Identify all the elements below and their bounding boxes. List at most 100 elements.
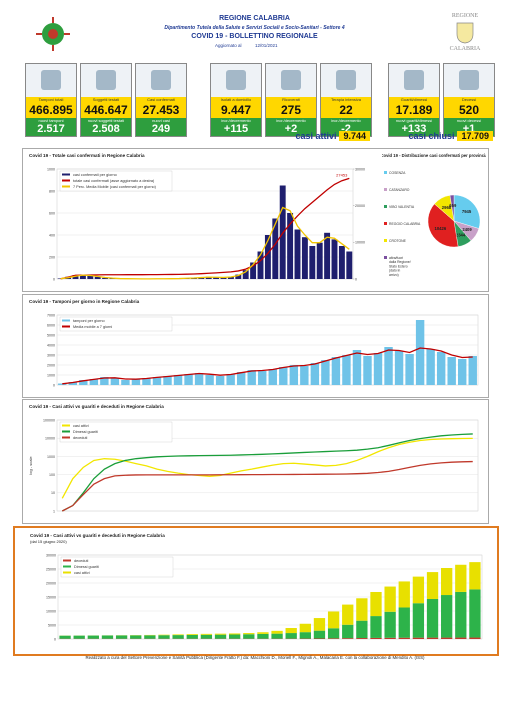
bar: [294, 229, 301, 279]
legend-swatch: [62, 424, 70, 427]
stacked-bar: [172, 634, 184, 636]
bar: [247, 370, 256, 385]
legend-swatch: [63, 565, 71, 568]
y-tick-label: 0: [54, 637, 56, 641]
pie-legend-label: altra/fuori dalla Regione/Stato Estero (da…: [389, 256, 411, 277]
y2-tick-label: 10000: [355, 241, 365, 245]
stacked-bar: [229, 633, 241, 635]
pie-slice: [427, 203, 459, 248]
updated-date: 12/01/2021: [255, 43, 278, 48]
stat-sub-value: +133: [389, 123, 439, 136]
bar: [58, 383, 67, 385]
stacked-bar: [469, 589, 481, 638]
stacked-bar: [200, 634, 213, 639]
pie-value-label: 2409: [462, 227, 472, 232]
bar: [324, 232, 331, 279]
stacked-bar: [257, 632, 269, 634]
stacked-bar: [469, 637, 481, 639]
bar: [384, 347, 393, 385]
legend-swatch: [62, 185, 70, 188]
bar: [363, 356, 372, 385]
y-tick-label: 10000: [45, 437, 55, 441]
updated-label: Aggiornato al: [215, 43, 242, 48]
stacked-bar: [186, 634, 198, 635]
y-tick-label: 10000: [46, 609, 56, 613]
legend-swatch: [62, 436, 70, 439]
stat-icon: [26, 64, 76, 97]
stacked-bar: [370, 591, 382, 617]
y-tick-label: 0: [53, 277, 55, 281]
chart-stacked: Covid 19 - Casi attivi vs guariti e dece…: [30, 533, 483, 641]
stat-label: Isolati a domicilio: [211, 97, 261, 103]
bar: [346, 251, 353, 279]
bar: [242, 270, 249, 279]
stat-box: Tamponi totali 466.895 nuovi tamponi 2.517: [25, 63, 77, 137]
legend-label: casi attivi: [74, 571, 90, 575]
legend-swatch: [63, 571, 71, 574]
y-tick-label: 3000: [47, 353, 55, 357]
bar: [264, 235, 271, 279]
chart-provinces: Covid 19 - Distribuzione casi confermati…: [382, 153, 486, 277]
bar: [89, 379, 99, 385]
stat-box: Isolati a domicilio 9.447 incr./decremento…: [210, 63, 262, 137]
stacked-bar: [412, 576, 425, 604]
bar: [72, 275, 79, 279]
stacked-bar: [342, 638, 354, 639]
pie-legend-swatch: [384, 188, 387, 191]
y-tick-label: 1: [53, 509, 55, 513]
stat-value: 520: [444, 103, 494, 118]
stacked-bar: [327, 611, 340, 629]
stacked-bar: [285, 628, 297, 634]
bar: [100, 377, 109, 385]
y-tick-label: 6000: [47, 323, 55, 327]
stacked-bar: [172, 635, 184, 639]
stacked-bar: [115, 635, 128, 639]
annotation: 27453: [336, 172, 348, 177]
legend-box: [59, 421, 173, 443]
pie-legend-swatch: [384, 256, 387, 259]
stat-box: Terapia intensiva 22 incr./decremento -2: [320, 63, 372, 137]
stat-icon: [136, 64, 186, 97]
icon-art: [459, 70, 479, 90]
y-tick-label: 400: [49, 233, 55, 237]
stacked-bar: [455, 637, 467, 639]
legend-label: deceduti: [74, 559, 89, 563]
bar: [205, 276, 212, 279]
stacked-bar: [271, 633, 283, 639]
chart-title: Covid 19 - Casi attivi vs guariti e dece…: [30, 533, 165, 538]
icon-art: [226, 70, 246, 90]
stacked-bar: [356, 620, 368, 639]
region: REGIONE CALABRIA: [219, 15, 290, 22]
summary-value: 9.744: [339, 131, 370, 141]
bar: [205, 375, 214, 385]
stacked-bar: [370, 616, 382, 638]
bar: [194, 373, 204, 385]
bar: [468, 356, 477, 385]
stacked-bar: [327, 638, 340, 639]
stat-sub-value: 2.508: [81, 123, 131, 136]
bar: [79, 380, 88, 385]
series-line: [61, 433, 473, 512]
legend-label: deceduti: [73, 436, 88, 440]
bar: [110, 378, 120, 385]
y-tick-label: 100000: [43, 418, 55, 422]
legend-swatch: [62, 179, 70, 182]
bar: [258, 371, 267, 385]
legend-label: 7 Perc. Media Mobile (casi confermati pe…: [73, 185, 157, 189]
logo-bottom: CALABRIA: [449, 46, 481, 52]
bar: [173, 375, 183, 385]
stat-sub-label: nuovi guariti/dimessi: [389, 118, 439, 123]
y-tick-label: 5000: [48, 623, 56, 627]
bulletin-title: COVID 19 - BOLLETTINO REGIONALE: [191, 33, 318, 40]
bar: [309, 246, 316, 279]
bar: [79, 274, 86, 279]
stat-box: Guariti/dimessi 17.189 nuovi guariti/dimes…: [388, 63, 440, 137]
stat-value: 9.447: [211, 103, 261, 118]
stacked-bar: [144, 635, 156, 639]
bar: [236, 372, 246, 385]
chart-cases: Covid 19 - Totale casi confermati in Reg…: [29, 153, 365, 281]
icon-art: [281, 70, 301, 90]
stacked-bar: [186, 634, 198, 639]
bar: [220, 277, 227, 279]
